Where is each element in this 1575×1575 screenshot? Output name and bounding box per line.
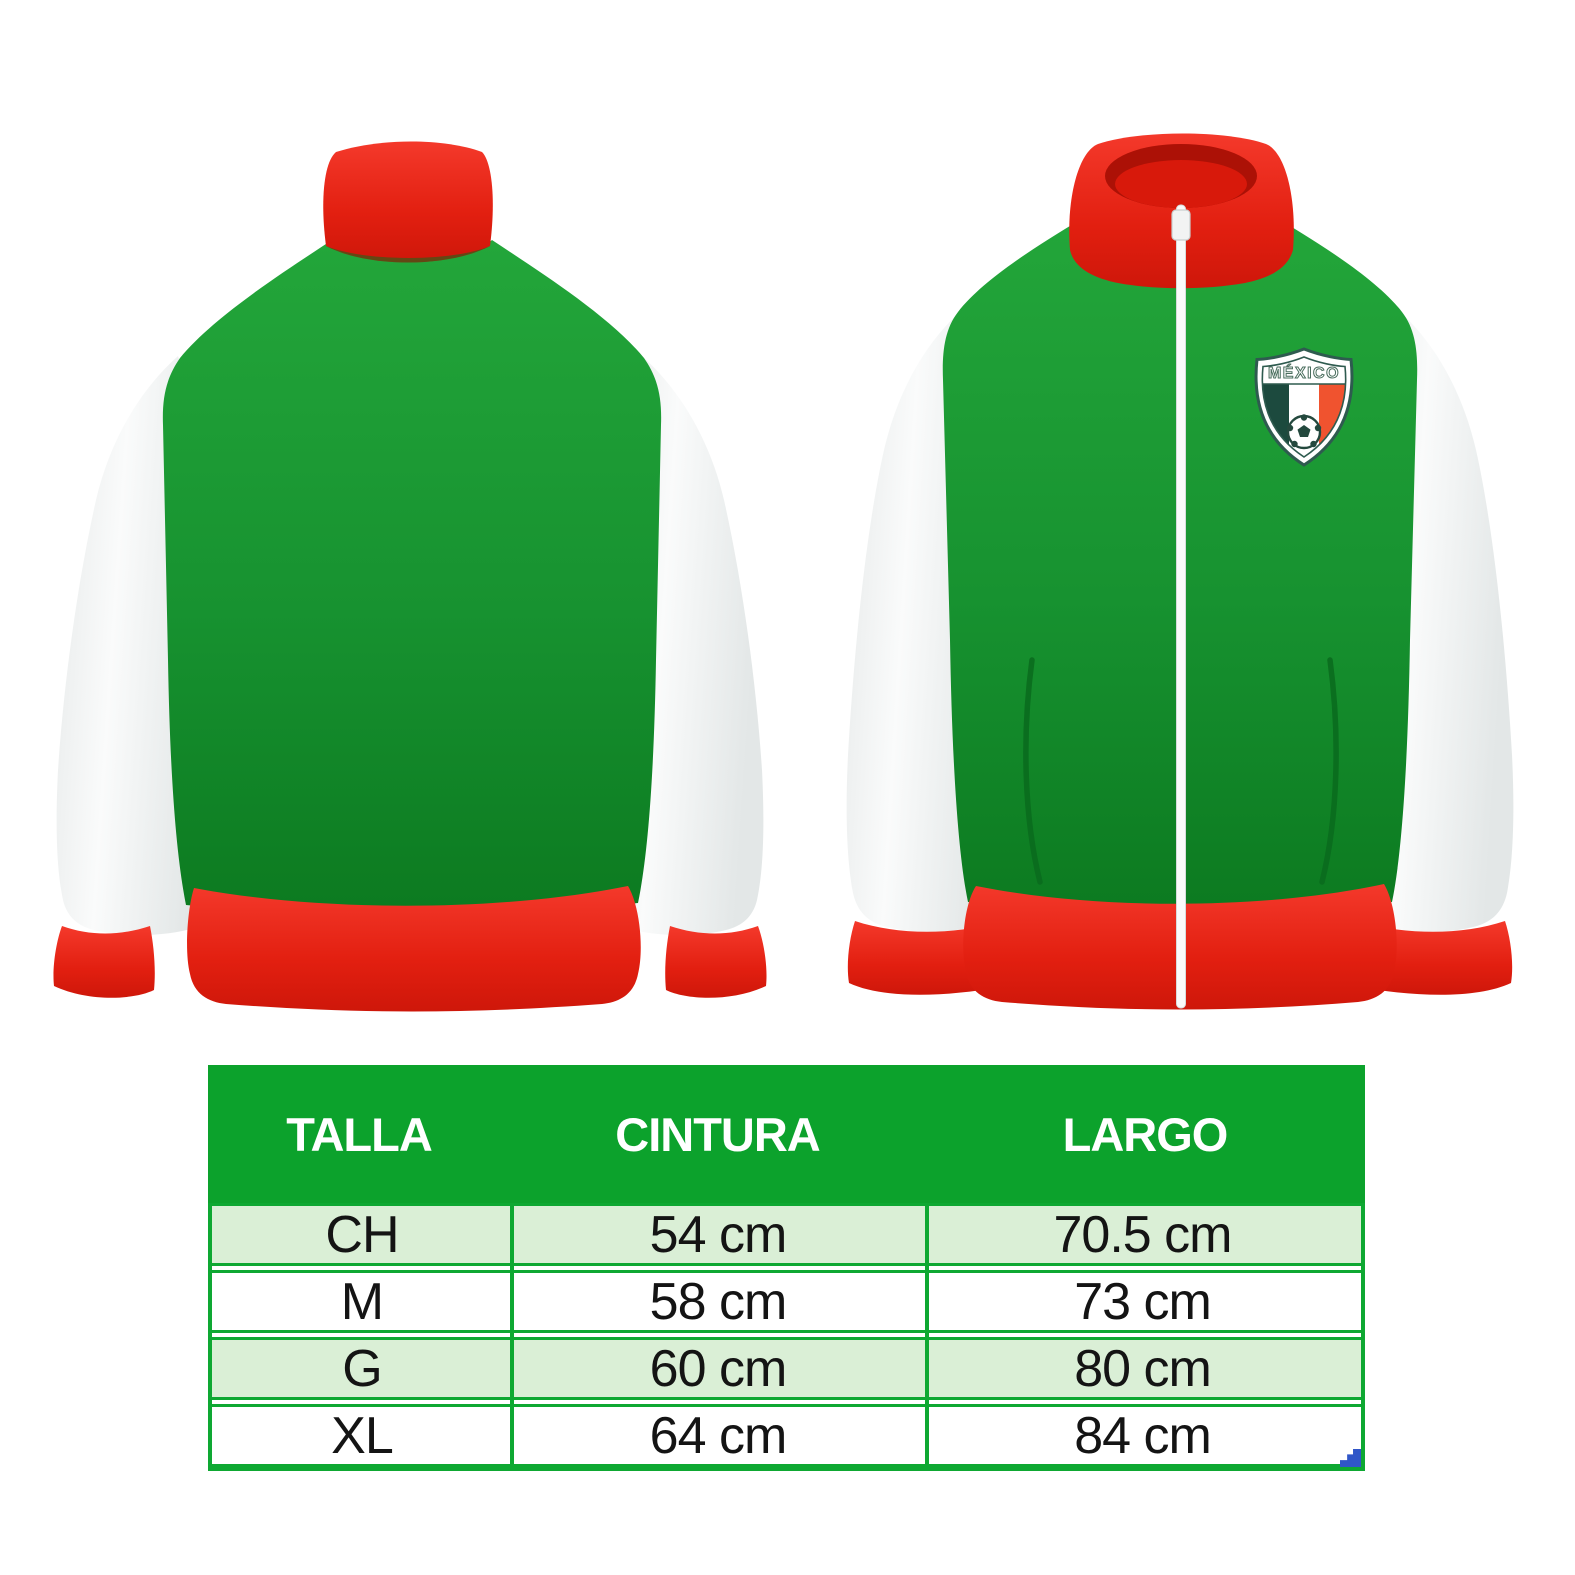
size-table-body: CH 54 cm 70.5 cm M 58 cm 73 cm G 60 cm 8… [208,1203,1365,1471]
front-left-cuff [847,921,1002,995]
row-separator [212,1400,1361,1404]
cell-cintura: 64 cm [649,1406,788,1465]
jacket-front-view: MÉXICO [846,133,1514,1010]
table-row: G 60 cm 80 cm [212,1337,1361,1400]
back-right-cuff [665,926,767,998]
zipper-pull-icon [1171,209,1191,241]
cell-largo: 80 cm [1074,1339,1212,1398]
cell-talla: G [342,1339,382,1398]
column-divider [925,1203,929,1467]
cell-cintura: 58 cm [649,1272,788,1331]
front-collar-inner-wall [1115,160,1247,208]
back-collar-seam [326,246,490,263]
front-left-pocket-slit [1023,657,1043,885]
crest-label: MÉXICO [1268,363,1340,382]
header-cintura: CINTURA [615,1107,820,1161]
cell-cintura: 54 cm [649,1205,788,1264]
product-image: MÉXICO [53,133,1514,1012]
front-right-pocket-slit [1319,657,1339,885]
cell-largo: 73 cm [1074,1272,1212,1331]
table-row: M 58 cm 73 cm [212,1270,1361,1333]
header-largo: LARGO [1062,1107,1229,1161]
crest-inner-outline [1261,356,1347,458]
back-body [162,240,662,915]
zipper [1176,204,1186,1009]
size-table-header-row: TALLA CINTURA LARGO [208,1065,1365,1203]
cell-talla: XL [331,1406,394,1465]
soccer-ball-icon [1286,414,1322,450]
back-left-cuff [53,926,155,998]
jacket-back-view [53,141,767,1012]
row-separator [212,1333,1361,1337]
cell-cintura: 60 cm [649,1339,788,1398]
cell-largo: 84 cm [1074,1406,1212,1465]
table-row: XL 64 cm 84 cm [212,1404,1361,1467]
cell-largo: 70.5 cm [1053,1205,1233,1264]
front-right-cuff [1358,921,1513,995]
cell-talla: M [340,1272,384,1331]
table-row: CH 54 cm 70.5 cm [212,1203,1361,1266]
column-divider [510,1203,514,1467]
header-talla: TALLA [286,1107,433,1161]
cell-talla: CH [325,1205,399,1264]
back-waistband [187,886,641,1012]
size-table: TALLA CINTURA LARGO CH 54 cm 70.5 cm M 5… [208,1065,1365,1471]
row-separator [212,1266,1361,1270]
back-collar [323,141,493,263]
